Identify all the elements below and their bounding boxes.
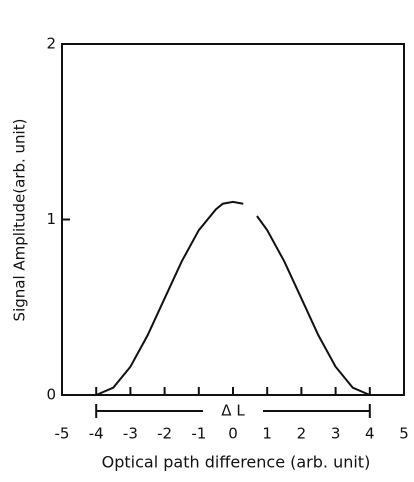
x-tick-label: 1 [262,425,272,443]
x-tick-label: 5 [399,425,409,443]
x-tick-label: 2 [297,425,307,443]
annotation: Δ L [221,402,245,420]
x-tick-label: -2 [157,425,172,443]
y-tick-label: 1 [46,210,56,228]
x-tick-label: 0 [228,425,238,443]
data-line [95,200,371,396]
x-tick-label: -4 [89,425,104,443]
y-tick-label: 2 [46,35,56,53]
x-axis-label: Optical path difference (arb. unit) [102,453,371,472]
y-tick-label: 0 [46,386,56,404]
x-tick-label: 4 [365,425,375,443]
x-tick-label: -5 [55,425,70,443]
y-axis-label: Signal Amplitude(arb. unit) [11,119,29,322]
x-tick-label: -3 [123,425,138,443]
x-tick-label: -1 [191,425,206,443]
x-tick-label: 3 [331,425,341,443]
plot-frame [61,43,405,396]
